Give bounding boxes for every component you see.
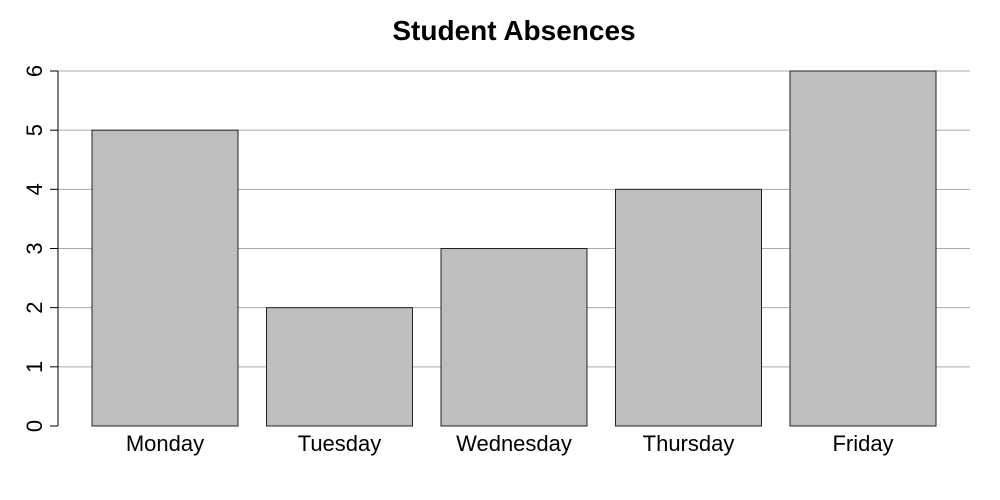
y-tick-label: 2 xyxy=(22,302,47,314)
bars xyxy=(91,70,937,427)
bar-monday xyxy=(91,129,239,427)
y-tick-label: 1 xyxy=(22,361,47,373)
bar-wednesday xyxy=(440,248,588,427)
y-tick-label: 0 xyxy=(22,420,47,432)
x-tick-label: Thursday xyxy=(643,431,735,456)
y-tick-label: 6 xyxy=(22,65,47,77)
x-tick-label: Friday xyxy=(832,431,893,456)
x-tick-label: Wednesday xyxy=(456,431,572,456)
y-tick-label: 5 xyxy=(22,124,47,136)
bar-tuesday xyxy=(266,307,413,427)
bar-thursday xyxy=(615,188,762,427)
y-tick-label: 4 xyxy=(22,183,47,195)
x-tick-label: Tuesday xyxy=(298,431,382,456)
chart-title: Student Absences xyxy=(392,15,635,46)
y-tick-label: 3 xyxy=(22,242,47,254)
x-axis-labels: Monday Tuesday Wednesday Thursday Friday xyxy=(126,431,894,456)
x-tick-label: Monday xyxy=(126,431,204,456)
bar-friday xyxy=(789,70,937,427)
y-axis: 0 1 2 3 4 5 6 xyxy=(22,65,59,432)
